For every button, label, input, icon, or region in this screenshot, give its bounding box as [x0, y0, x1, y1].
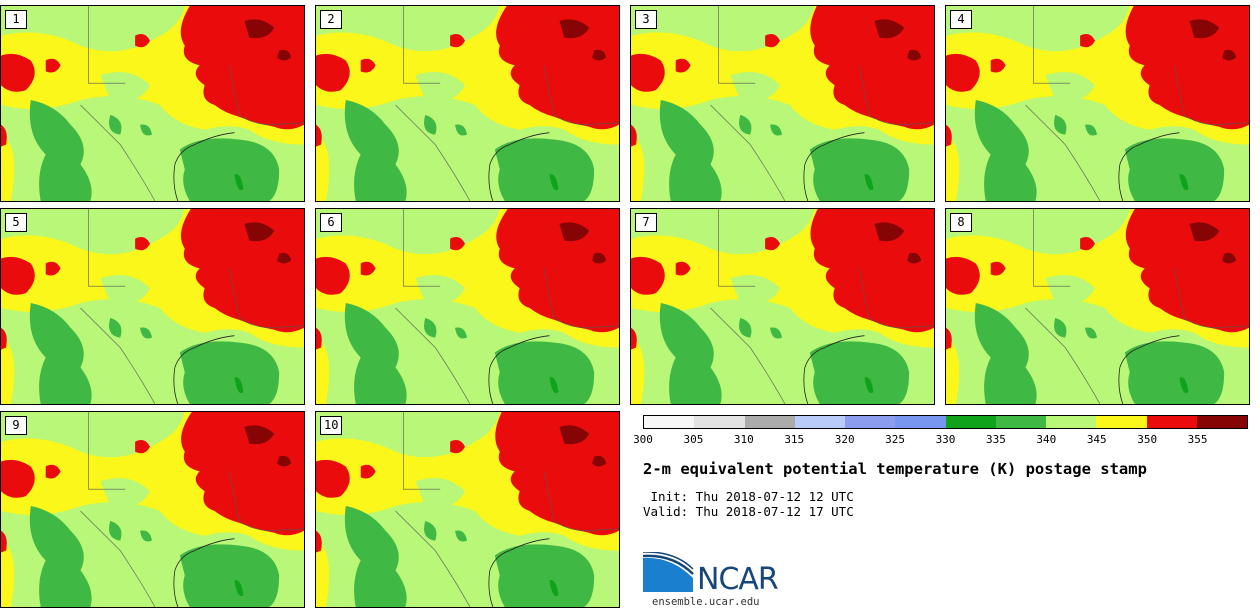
init-time: Init: Thu 2018-07-12 12 UTC	[643, 489, 854, 504]
panel-label: 5	[5, 213, 27, 232]
colorbar-segment	[644, 416, 695, 428]
map-panel: 4	[945, 5, 1250, 202]
panel-label: 6	[320, 213, 342, 232]
colorbar-tick-label: 305	[683, 433, 704, 446]
colorbar-tick-label: 345	[1086, 433, 1107, 446]
colorbar-segment	[1046, 416, 1097, 428]
colorbar-segment	[744, 416, 795, 428]
map-panel: 2	[315, 5, 620, 202]
colorbar-tick-labels: 300 305 310 315 320 325 330 335 340 345 350 355	[633, 433, 1248, 447]
colorbar-tick-label: 325	[885, 433, 906, 446]
colorbar-tick-label: 335	[985, 433, 1006, 446]
ncar-logo-text: NCAR	[697, 562, 779, 597]
map-panel: 6	[315, 208, 620, 405]
colorbar-tick-label: 340	[1036, 433, 1057, 446]
map-panel: 7	[630, 208, 935, 405]
site-url: ensemble.ucar.edu	[652, 596, 760, 608]
panel-label: 10	[320, 416, 343, 435]
map-panel: 3	[630, 5, 935, 202]
map-panel: 8	[945, 208, 1250, 405]
colorbar	[643, 415, 1248, 429]
colorbar-tick-label: 320	[834, 433, 855, 446]
colorbar-tick-label: 355	[1187, 433, 1208, 446]
colorbar-segment	[1146, 416, 1197, 428]
panel-label: 3	[635, 10, 657, 29]
colorbar-segment	[694, 416, 745, 428]
colorbar-tick-label: 315	[784, 433, 805, 446]
valid-time: Valid: Thu 2018-07-12 17 UTC	[643, 504, 854, 519]
panel-label: 7	[635, 213, 657, 232]
colorbar-segment	[1196, 416, 1247, 428]
colorbar-tick-label: 350	[1137, 433, 1158, 446]
colorbar-tick-label: 310	[733, 433, 754, 446]
colorbar-segment	[845, 416, 896, 428]
panel-label: 4	[950, 10, 972, 29]
panel-label: 9	[5, 416, 27, 435]
map-panel: 5	[0, 208, 305, 405]
colorbar-segment	[945, 416, 996, 428]
colorbar-segment	[794, 416, 845, 428]
ncar-logo-icon	[643, 552, 694, 592]
colorbar-segment	[895, 416, 946, 428]
colorbar-tick-label: 330	[935, 433, 956, 446]
panel-label: 1	[5, 10, 27, 29]
plot-title: 2-m equivalent potential temperature (K)…	[643, 460, 1147, 478]
colorbar-segment	[995, 416, 1046, 428]
map-panel: 1	[0, 5, 305, 202]
colorbar-tick-label: 300	[633, 433, 653, 446]
colorbar-segment	[1096, 416, 1147, 428]
panel-label: 8	[950, 213, 972, 232]
map-panel: 10	[315, 411, 620, 608]
panel-label: 2	[320, 10, 342, 29]
map-panel: 9	[0, 411, 305, 608]
